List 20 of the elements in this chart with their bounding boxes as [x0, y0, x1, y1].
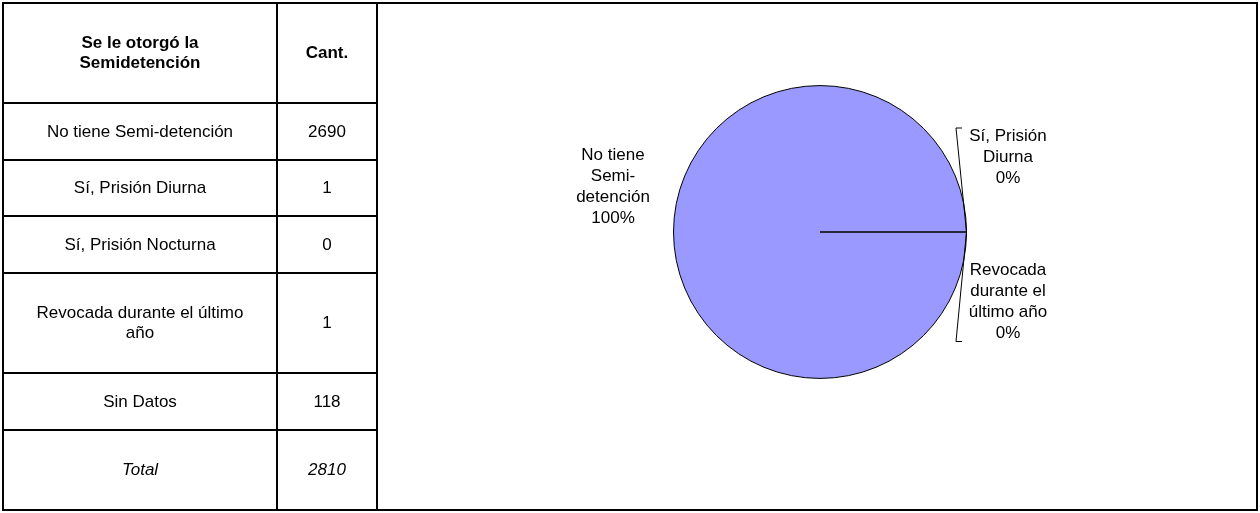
- data-label: 1: [277, 159, 377, 217]
- slice-label: No tiene Semi-detención: [576, 145, 650, 207]
- category-label: Revocada durante el último año: [968, 260, 1048, 322]
- data-label: 2690: [277, 103, 377, 160]
- text: 0%: [995, 323, 1021, 343]
- data-label: 100%: [591, 208, 635, 228]
- data-label: 118: [277, 373, 377, 430]
- category-label: Sí, Prisión Diurna: [3, 159, 277, 217]
- data-label: 0: [277, 216, 377, 274]
- category-label: Revocada durante el último año: [3, 273, 277, 374]
- category-label: Total: [3, 430, 277, 510]
- text: Cant.: [277, 3, 377, 104]
- data-label: 2810: [277, 430, 377, 510]
- category-label: Sí, Prisión Diurna: [969, 125, 1047, 166]
- category-label: Sí, Prisión Nocturna: [3, 216, 277, 274]
- text: 0%: [995, 167, 1021, 187]
- category-label: Sin Datos: [3, 373, 277, 430]
- text: Se le otorgó la Semidetención: [3, 3, 277, 104]
- category-label: No tiene Semi-detención: [3, 103, 277, 160]
- data-label: 1: [277, 273, 377, 374]
